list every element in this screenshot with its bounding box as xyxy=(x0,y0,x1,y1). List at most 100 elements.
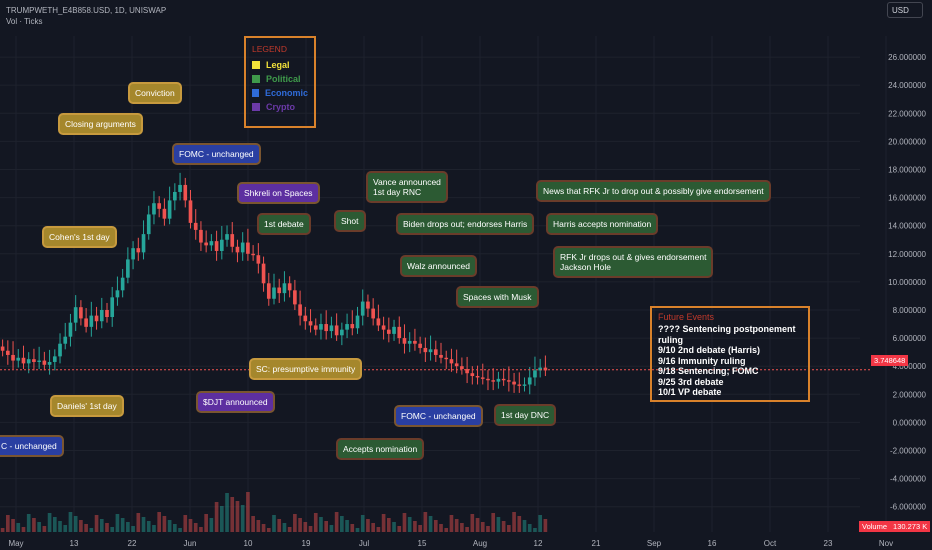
candle-body xyxy=(152,203,156,215)
volume-bar xyxy=(381,514,386,532)
x-tick-label: Jul xyxy=(359,539,369,548)
candle-body xyxy=(428,349,433,353)
future-event: 9/18 Sentencing; FOMC xyxy=(658,366,759,376)
candle-body xyxy=(230,234,235,247)
candle-body xyxy=(533,370,537,378)
volume-bar xyxy=(486,526,490,532)
legend-swatch xyxy=(252,89,259,97)
volume-bar xyxy=(324,521,329,532)
candle-body xyxy=(105,309,109,318)
candle-body xyxy=(68,322,73,337)
candle-body xyxy=(58,343,62,357)
legend-item-political: Political xyxy=(252,74,308,84)
candle-body xyxy=(345,324,349,330)
volume-bar xyxy=(251,516,255,532)
y-tick-label: 0.000000 xyxy=(893,418,927,427)
annotation-harris-nomination: Harris accepts nomination xyxy=(546,213,659,235)
candle-body xyxy=(444,357,449,360)
x-tick-label: 10 xyxy=(244,539,253,548)
annotation-rfk-news: News that RFK Jr to drop out & possibly … xyxy=(536,180,771,202)
candle-body xyxy=(538,367,542,371)
volume-bar xyxy=(235,501,240,532)
y-tick-label: 4.000000 xyxy=(893,362,927,371)
volume-bar xyxy=(460,523,464,532)
volume-bar xyxy=(496,517,501,532)
y-tick-label: 18.000000 xyxy=(888,165,926,174)
candle-body xyxy=(397,326,402,339)
volume-bar xyxy=(157,512,162,532)
annotation-first-day-dnc: 1st day DNC xyxy=(494,404,557,426)
currency-button[interactable]: USD xyxy=(887,2,923,18)
legend-item-crypto: Crypto xyxy=(252,102,308,112)
volume-bar xyxy=(21,527,26,532)
volume-bar xyxy=(183,515,188,532)
candle-body xyxy=(460,366,464,370)
legend-label: Legal xyxy=(266,60,290,70)
volume-bar xyxy=(261,524,266,532)
y-tick-label: 6.000000 xyxy=(893,334,927,343)
volume-bar xyxy=(115,514,120,532)
candle-body xyxy=(407,340,412,344)
annotation-fomc-june: FOMC - unchanged xyxy=(172,143,261,165)
volume-bar xyxy=(517,516,522,532)
y-tick-label: -4.000000 xyxy=(890,475,927,484)
candle-body xyxy=(386,329,391,334)
y-tick-label: 2.000000 xyxy=(893,390,927,399)
candle-body xyxy=(512,381,516,385)
legend-label: Crypto xyxy=(266,102,295,112)
legend-swatch xyxy=(252,103,260,111)
volume-bar xyxy=(355,528,360,532)
volume-bar xyxy=(94,515,99,532)
volume-bar xyxy=(386,518,391,532)
candle-body xyxy=(491,380,496,382)
candle-body xyxy=(360,301,365,316)
volume-bar xyxy=(32,518,36,532)
legend-item-legal: Legal xyxy=(252,60,308,70)
candle-body xyxy=(94,315,99,322)
annotation-djt-announced: $DJT announced xyxy=(196,391,275,413)
volume-bar xyxy=(209,518,214,532)
x-tick-label: Jun xyxy=(184,539,197,548)
x-tick-label: Sep xyxy=(647,539,662,548)
candle-body xyxy=(63,336,68,344)
candle-body xyxy=(204,242,208,246)
volume-bar xyxy=(141,517,146,532)
candle-body xyxy=(21,357,26,364)
candle-body xyxy=(146,214,151,235)
annotation-spaces-with-musk: Spaces with Musk xyxy=(456,286,539,308)
volume-bar xyxy=(219,506,224,532)
x-tick-label: 15 xyxy=(418,539,427,548)
candle-body xyxy=(52,356,57,362)
volume-bar xyxy=(470,514,475,532)
candle-body xyxy=(303,315,308,322)
volume-bar xyxy=(6,515,10,532)
volume-bar xyxy=(63,525,68,532)
volume-bar xyxy=(293,514,297,532)
y-tick-label: 26.000000 xyxy=(888,53,926,62)
volume-bar xyxy=(89,528,94,532)
volume-bar xyxy=(199,527,203,532)
volume-bar xyxy=(58,521,62,532)
volume-bar xyxy=(507,525,511,532)
volume-bar xyxy=(334,512,339,532)
annotation-walz-announced: Walz announced xyxy=(400,255,478,277)
volume-bar xyxy=(329,525,334,532)
candle-body xyxy=(246,242,250,254)
volume-bar xyxy=(428,516,433,532)
candle-body xyxy=(355,315,360,329)
candle-body xyxy=(366,301,370,309)
volume-bar xyxy=(126,522,130,532)
legend-label: Economic xyxy=(264,88,308,98)
legend-title: LEGEND xyxy=(252,44,287,54)
candle-body xyxy=(340,329,344,336)
volume-bar xyxy=(79,520,83,532)
candle-body xyxy=(517,384,522,386)
volume-bar xyxy=(423,512,428,532)
volume-bar xyxy=(454,519,459,532)
candle-body xyxy=(501,378,506,381)
volume-bar xyxy=(533,528,537,532)
volume-bar xyxy=(152,525,156,532)
volume-bar xyxy=(204,514,208,532)
y-tick-label: 10.000000 xyxy=(888,278,926,287)
